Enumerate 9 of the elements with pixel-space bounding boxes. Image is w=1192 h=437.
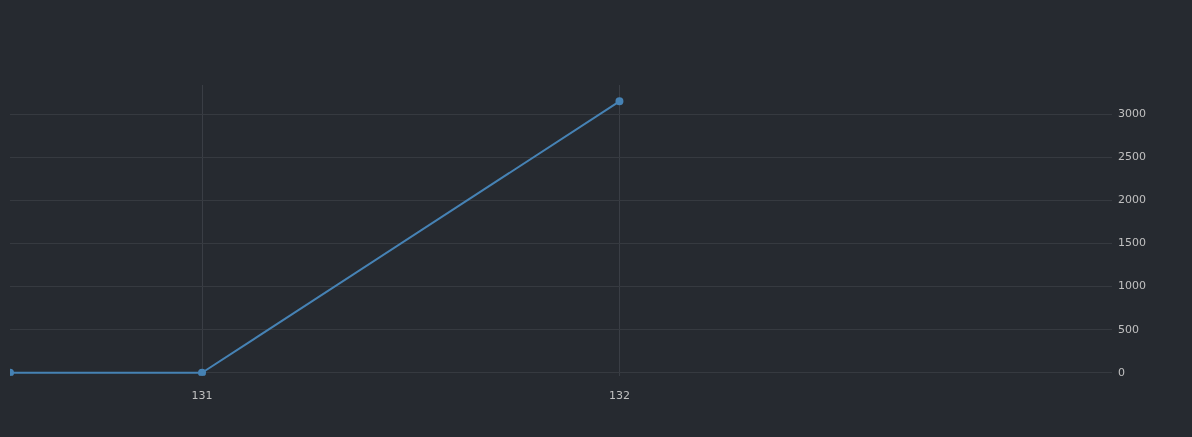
- y-tick-label: 2000: [1118, 193, 1147, 207]
- y-tick-label: 2500: [1118, 150, 1147, 164]
- y-tick-label: 1500: [1118, 236, 1147, 250]
- y-tick-label: 0: [1118, 365, 1126, 379]
- y-tick-label: 500: [1118, 322, 1140, 336]
- y-tick-label: 1000: [1118, 279, 1147, 293]
- y-tick-label: 3000: [1118, 107, 1147, 121]
- x-tick-label: 132: [608, 389, 630, 403]
- x-tick-label: 131: [191, 389, 213, 403]
